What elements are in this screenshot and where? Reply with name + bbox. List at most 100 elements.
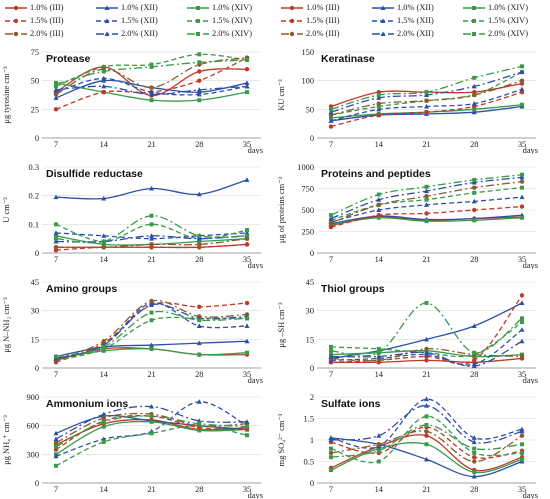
data-point xyxy=(101,339,106,344)
data-point xyxy=(196,418,202,423)
data-point xyxy=(376,446,381,451)
data-point xyxy=(149,346,154,351)
series-group xyxy=(328,403,525,445)
data-point xyxy=(197,78,202,83)
y-tick-label: 25 xyxy=(31,105,39,114)
legend-label: 2.0% (XII) xyxy=(121,29,158,38)
data-point xyxy=(424,403,429,408)
data-point xyxy=(101,233,107,238)
data-point xyxy=(244,242,250,247)
x-tick-label: 28 xyxy=(470,140,478,149)
series-line xyxy=(55,232,248,240)
series-line xyxy=(330,340,523,367)
data-point xyxy=(424,422,429,427)
series-group xyxy=(328,179,525,226)
data-point xyxy=(101,195,107,201)
y-tick-label: 15 xyxy=(306,335,314,344)
series-line xyxy=(55,57,248,96)
series-group xyxy=(328,429,525,464)
data-point xyxy=(244,419,250,424)
legend-marker xyxy=(472,6,476,10)
y-tick-label: 0.3 xyxy=(29,163,39,172)
data-point xyxy=(472,190,477,195)
data-point xyxy=(196,340,202,346)
legend-label: 1.0% (XII) xyxy=(397,3,434,12)
data-point xyxy=(101,75,107,81)
x-tick-label: 7 xyxy=(54,140,58,149)
x-tick-label: 14 xyxy=(100,255,109,264)
panel-title: Sulfate ions xyxy=(321,398,381,410)
data-point xyxy=(520,215,524,220)
data-point xyxy=(54,236,58,241)
data-point xyxy=(520,64,524,69)
data-point xyxy=(101,83,107,89)
x-tick-label: 35 xyxy=(243,140,251,149)
data-point xyxy=(328,118,334,123)
data-point xyxy=(519,204,525,209)
data-point xyxy=(149,298,154,304)
data-point xyxy=(472,107,477,112)
legend-label: 2.0% (XII) xyxy=(397,29,434,38)
panel-title: Disulfide reductase xyxy=(46,168,143,180)
data-point xyxy=(53,436,59,442)
x-tick-label: 35 xyxy=(518,485,526,494)
legend-label: 1.5% (III) xyxy=(30,16,64,25)
data-point xyxy=(54,222,58,227)
data-point xyxy=(328,450,334,456)
x-tick-label: 14 xyxy=(100,370,109,379)
data-point xyxy=(149,419,154,424)
x-axis-label: days xyxy=(523,261,538,269)
data-point xyxy=(519,174,525,180)
series-line xyxy=(55,238,248,249)
data-point xyxy=(424,197,429,202)
data-point xyxy=(472,446,477,451)
y-tick-label: 30 xyxy=(306,307,314,316)
y-tick-label: 75 xyxy=(31,48,39,57)
data-point xyxy=(149,310,154,315)
y-axis-label: μg tyrosine cm⁻³ xyxy=(2,66,11,123)
series-group xyxy=(329,414,524,464)
data-point xyxy=(53,92,59,97)
data-point xyxy=(520,185,524,190)
data-point xyxy=(376,112,381,118)
data-point xyxy=(245,350,249,355)
data-point xyxy=(471,101,477,106)
data-point xyxy=(424,358,429,363)
data-point xyxy=(53,430,59,436)
y-tick-label: 0.1 xyxy=(29,220,39,229)
data-point xyxy=(53,238,59,244)
y-tick-label: 250 xyxy=(301,228,314,237)
data-point xyxy=(101,245,106,250)
data-point xyxy=(376,346,381,351)
legend-marker xyxy=(196,6,200,10)
data-point xyxy=(196,87,202,92)
data-point xyxy=(424,211,429,216)
x-axis-label: days xyxy=(248,491,263,499)
y-tick-label: 0 xyxy=(35,249,39,258)
data-point xyxy=(424,194,429,199)
data-point xyxy=(472,350,477,355)
data-point xyxy=(196,91,202,97)
data-point xyxy=(424,429,429,434)
data-point xyxy=(53,230,59,235)
y-tick-label: 150 xyxy=(301,48,314,57)
data-point xyxy=(149,85,154,90)
data-point xyxy=(244,230,250,235)
legend-marker xyxy=(289,18,295,24)
data-point xyxy=(149,64,154,69)
x-tick-label: 7 xyxy=(329,485,333,494)
data-point xyxy=(471,198,477,204)
data-point xyxy=(149,403,154,409)
data-point xyxy=(376,358,381,363)
data-point xyxy=(376,197,382,202)
data-point xyxy=(149,302,154,307)
y-tick-label: 0 xyxy=(35,364,39,373)
series-group xyxy=(328,86,525,123)
data-point xyxy=(149,233,154,238)
data-point xyxy=(471,83,477,89)
data-point xyxy=(376,95,382,100)
legend-label: 2.0% (III) xyxy=(30,29,64,38)
data-point xyxy=(196,399,202,404)
data-point xyxy=(149,342,154,348)
